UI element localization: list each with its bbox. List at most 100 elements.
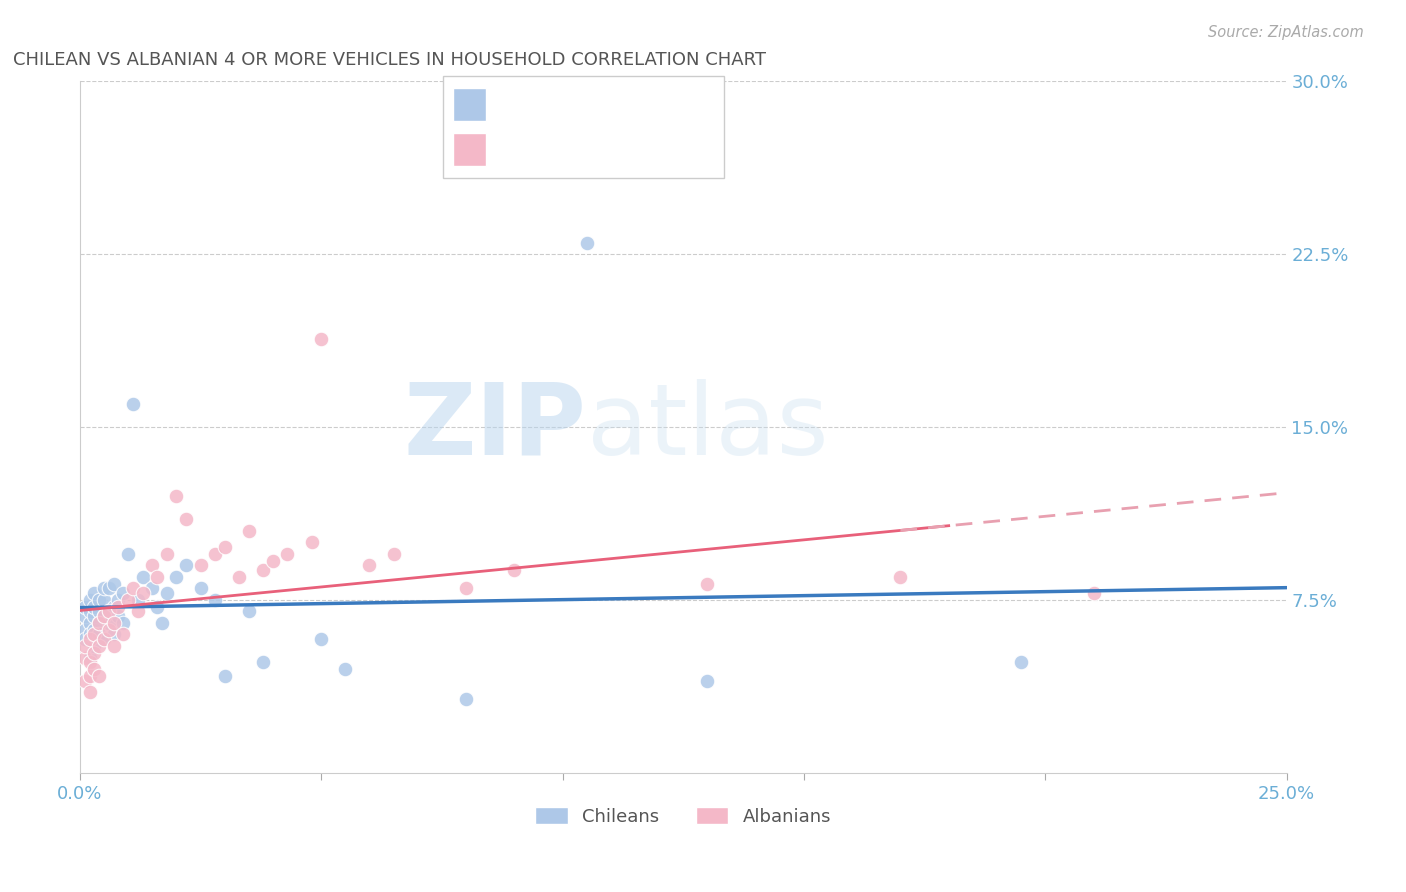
Text: ZIP: ZIP [404,378,586,475]
Point [97,615,120,630]
Point [97,623,120,637]
Point [79,685,101,699]
Point [93,609,115,624]
Point [97,604,120,618]
Point [73,609,96,624]
Point [156,547,179,561]
Point [141,582,163,596]
Point [79,655,101,669]
Point [335,662,357,676]
Point [83,662,105,676]
Point [127,604,149,618]
Point [93,632,115,646]
Point [131,570,153,584]
Point [93,632,115,646]
Point [117,547,139,561]
Point [228,570,250,584]
Point [190,558,212,573]
Point [83,639,105,653]
Point [1083,586,1105,600]
Point [79,615,101,630]
Point [73,639,96,653]
Point [107,609,129,624]
Point [97,582,120,596]
Text: Source: ZipAtlas.com: Source: ZipAtlas.com [1208,25,1364,40]
Point [156,586,179,600]
Point [112,627,135,641]
Point [83,599,105,614]
Point [122,582,145,596]
Point [103,639,125,653]
Point [696,673,718,688]
Point [276,547,298,561]
Text: R = 0.403: R = 0.403 [496,87,595,106]
Point [112,615,135,630]
Point [79,650,101,665]
Point [503,563,526,577]
Point [73,599,96,614]
Point [89,604,111,618]
Point [454,692,477,706]
Point [107,599,129,614]
Point [454,582,477,596]
Point [146,570,169,584]
Point [83,627,105,641]
Point [131,586,153,600]
Point [93,593,115,607]
Point [309,333,332,347]
Point [73,632,96,646]
Point [117,593,139,607]
Point [93,609,115,624]
Point [204,593,226,607]
Point [103,576,125,591]
Point [146,599,169,614]
Point [107,593,129,607]
Point [103,615,125,630]
Point [238,604,260,618]
Point [889,570,911,584]
Point [83,623,105,637]
Point [103,599,125,614]
Point [83,586,105,600]
Text: R = 0.322: R = 0.322 [496,133,595,153]
Point [89,615,111,630]
Point [575,235,598,250]
Point [89,593,111,607]
Point [174,512,197,526]
Point [79,632,101,646]
Point [150,615,173,630]
Point [141,558,163,573]
Point [301,535,323,549]
Point [79,604,101,618]
Text: atlas: atlas [586,378,828,475]
Point [1010,655,1032,669]
Point [97,604,120,618]
Point [262,554,284,568]
Point [165,570,187,584]
Text: CHILEAN VS ALBANIAN 4 OR MORE VEHICLES IN HOUSEHOLD CORRELATION CHART: CHILEAN VS ALBANIAN 4 OR MORE VEHICLES I… [14,51,766,69]
Point [73,623,96,637]
Point [83,646,105,660]
Point [238,524,260,538]
Point [204,547,226,561]
Point [214,540,236,554]
Point [190,582,212,596]
Point [252,655,274,669]
Point [252,563,274,577]
Point [89,639,111,653]
Point [93,582,115,596]
Point [382,547,405,561]
Point [79,669,101,683]
Point [214,669,236,683]
Point [112,586,135,600]
Text: N = 53: N = 53 [591,87,664,106]
Point [89,615,111,630]
Point [73,673,96,688]
Point [309,632,332,646]
Point [696,576,718,591]
Point [79,627,101,641]
Point [79,593,101,607]
Point [174,558,197,573]
Point [165,489,187,503]
Point [73,650,96,665]
